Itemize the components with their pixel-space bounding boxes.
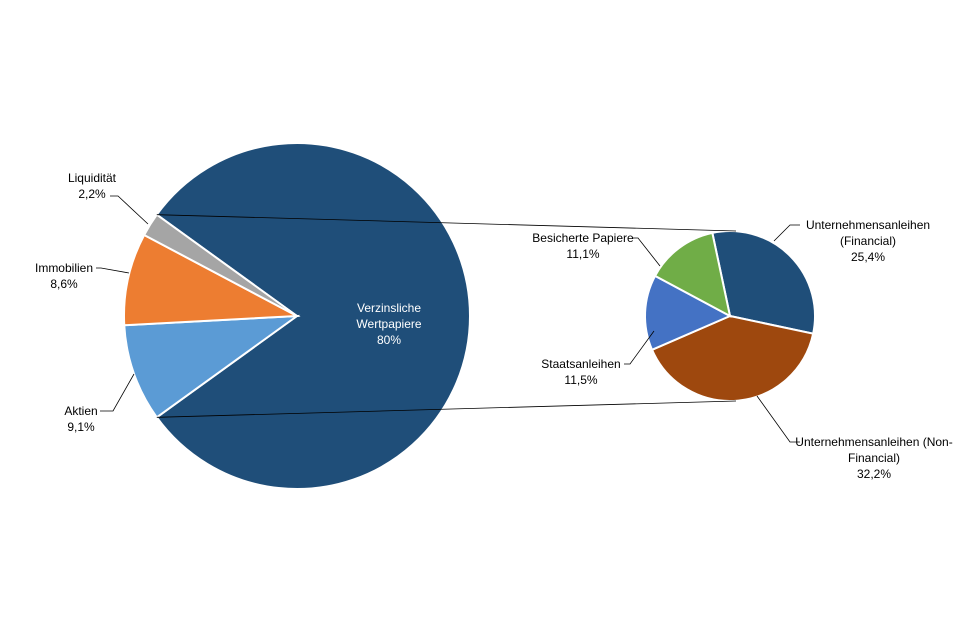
leader-immobilien xyxy=(96,267,130,274)
leader-staatsanleihen xyxy=(624,330,655,365)
leader-aktien xyxy=(100,373,135,412)
main-pie xyxy=(123,142,471,490)
label-liquiditat: Liquidität 2,2% xyxy=(68,171,117,201)
leader-unternehmensanleihen-non-financial xyxy=(756,395,800,443)
main-slice-verzinsliche-wertpapiere xyxy=(155,142,471,490)
secondary-slice-besicherte-papiere xyxy=(653,231,732,318)
connector-lines xyxy=(156,214,737,418)
main-slice-aktien xyxy=(123,314,301,419)
secondary-slice-unternehmensanleihen-non-financial xyxy=(650,314,815,402)
leader-unternehmensanleihen-financial xyxy=(773,224,800,242)
label-immobilien: Immobilien 8,6% xyxy=(35,261,93,291)
label-besicherte-papiere: Besicherte Papiere 11,1% xyxy=(532,231,634,261)
label-aktien: Aktien 9,1% xyxy=(64,404,97,434)
connector-line-top xyxy=(156,214,737,232)
connector-line-bottom xyxy=(156,400,737,418)
leader-besicherte-papiere xyxy=(632,237,661,267)
secondary-slice-staatsanleihen xyxy=(644,274,733,352)
main-slice-liquiditat xyxy=(142,213,298,317)
label-staatsanleihen: Staatsanleihen 11,5% xyxy=(541,357,620,387)
main-slice-immobilien xyxy=(123,233,301,327)
label-unternehmensanleihen-financial: Unternehmensanleihen (Financial) 25,4% xyxy=(806,218,930,264)
label-unternehmensanleihen-non-financial: Unternehmensanleihen (Non-Financial) 32,2… xyxy=(795,435,952,481)
data-labels: Verzinsliche Wertpapiere 80% Aktien 9,1% Immo… xyxy=(35,171,953,481)
label-verzinsliche-wertpapiere: Verzinsliche Wertpapiere 80% xyxy=(356,301,421,347)
secondary-pie xyxy=(644,230,816,402)
leader-liquiditat xyxy=(110,195,149,225)
